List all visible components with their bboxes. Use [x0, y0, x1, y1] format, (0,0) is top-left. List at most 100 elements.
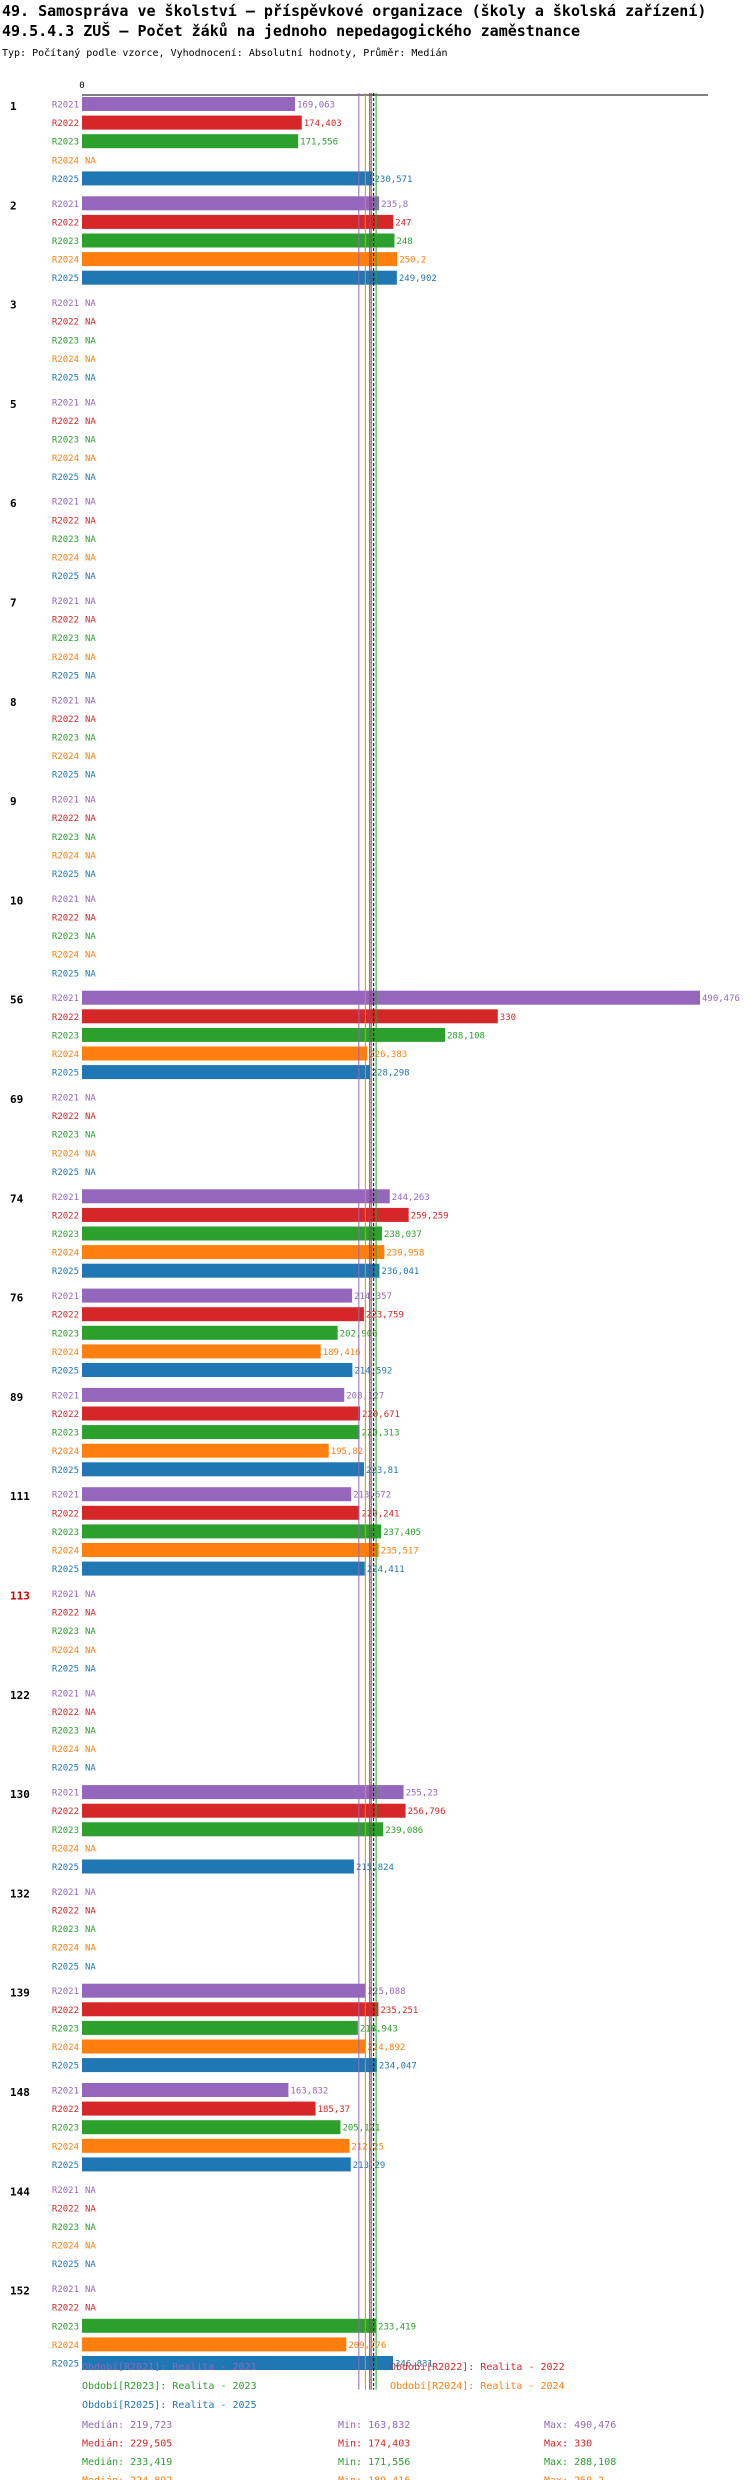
- stat-median: Medián: 233,419: [82, 2456, 172, 2468]
- na-label: NA: [85, 914, 96, 924]
- series-row-label: R2022: [52, 1609, 79, 1619]
- bar: [82, 1027, 446, 1042]
- bar-value-label: 171,556: [300, 138, 338, 148]
- series-row-label: R2022: [52, 1509, 79, 1519]
- series-row-label: R2021: [52, 1094, 79, 1104]
- bar-value-label: 215,824: [356, 1863, 394, 1873]
- series-row-label: R2023: [52, 237, 79, 247]
- na-label: NA: [85, 1590, 96, 1600]
- series-row-label: R2023: [52, 1429, 79, 1439]
- bar-value-label: 236,041: [381, 1267, 419, 1277]
- bar-value-label: 228,298: [372, 1069, 410, 1079]
- na-label: NA: [85, 1112, 96, 1122]
- bar: [82, 2020, 358, 2035]
- na-label: NA: [85, 355, 96, 365]
- series-row-label: R2023: [52, 1727, 79, 1737]
- bar: [82, 1325, 338, 1340]
- series-row-label: R2022: [52, 119, 79, 129]
- series-row-label: R2023: [52, 833, 79, 843]
- stat-min: Min: 174,403: [338, 2439, 410, 2450]
- series-row-label: R2023: [52, 634, 79, 644]
- bar-value-label: 239,958: [386, 1249, 424, 1259]
- na-label: NA: [85, 814, 96, 824]
- bar: [82, 196, 380, 211]
- series-row-label: R2021: [52, 597, 79, 607]
- series-row-label: R2025: [52, 771, 79, 781]
- bar-value-label: 255,23: [406, 1789, 439, 1799]
- na-label: NA: [85, 473, 96, 483]
- series-row-label: R2022: [52, 1807, 79, 1817]
- series-row-label: R2025: [52, 274, 79, 284]
- na-label: NA: [85, 374, 96, 384]
- stat-min: Min: 163,832: [338, 2420, 410, 2431]
- na-label: NA: [85, 653, 96, 663]
- stat-max: Max: 330: [544, 2439, 592, 2450]
- na-label: NA: [85, 634, 96, 644]
- series-row-label: R2022: [52, 2304, 79, 2314]
- group-label: 132: [10, 1887, 30, 1900]
- na-label: NA: [85, 1708, 96, 1718]
- series-row-label: R2021: [52, 696, 79, 706]
- series-row-label: R2021: [52, 1193, 79, 1203]
- group-label: 9: [10, 795, 17, 808]
- bar-value-label: 220,313: [362, 1429, 400, 1439]
- series-row-label: R2021: [52, 1689, 79, 1699]
- bar: [82, 1443, 329, 1458]
- bar-value-label: 250,2: [399, 256, 426, 266]
- na-label: NA: [85, 498, 96, 508]
- bar: [82, 1189, 390, 1204]
- na-label: NA: [85, 1149, 96, 1159]
- group-label: 148: [10, 2086, 30, 2099]
- bar: [82, 2058, 377, 2073]
- bar: [82, 1245, 385, 1260]
- series-row-label: R2025: [52, 1565, 79, 1575]
- series-row-label: R2023: [52, 1131, 79, 1141]
- series-row-label: R2021: [52, 200, 79, 210]
- series-row-label: R2024: [52, 1646, 79, 1656]
- series-row-label: R2021: [52, 895, 79, 905]
- series-row-label: R2023: [52, 1031, 79, 1041]
- series-row-label: R2022: [52, 1112, 79, 1122]
- na-label: NA: [85, 554, 96, 564]
- na-label: NA: [85, 1745, 96, 1755]
- bar: [82, 252, 398, 267]
- series-row-label: R2021: [52, 2087, 79, 2097]
- bar: [82, 1363, 353, 1377]
- series-row-label: R2022: [52, 417, 79, 427]
- na-label: NA: [85, 932, 96, 942]
- series-row-label: R2022: [52, 1410, 79, 1420]
- series-row-label: R2025: [52, 1069, 79, 1079]
- bar: [82, 1207, 409, 1222]
- bar-value-label: 225,088: [368, 1987, 406, 1997]
- bar-value-label: 490,476: [702, 994, 740, 1004]
- stat-max: Max: 288,108: [544, 2457, 616, 2468]
- series-row-label: R2024: [52, 1249, 79, 1259]
- bar: [82, 2318, 377, 2333]
- group-label: 144: [10, 2185, 30, 2198]
- bar-value-label: 220,671: [362, 1410, 400, 1420]
- bar-value-label: 247: [395, 218, 411, 228]
- na-label: NA: [85, 2204, 96, 2214]
- bar-value-label: 224,411: [367, 1565, 405, 1575]
- series-row-label: R2024: [52, 1944, 79, 1954]
- series-row-label: R2025: [52, 2062, 79, 2072]
- bar-value-label: 213,672: [353, 1491, 391, 1501]
- series-row-label: R2025: [52, 1466, 79, 1476]
- series-row-label: R2025: [52, 374, 79, 384]
- series-row-label: R2025: [52, 2161, 79, 2171]
- bar-value-label: 230,571: [375, 175, 413, 185]
- na-label: NA: [85, 796, 96, 806]
- group-label: 2: [10, 199, 17, 212]
- series-row-label: R2023: [52, 1230, 79, 1240]
- bar-value-label: 185,37: [318, 2105, 351, 2115]
- group-label: 69: [10, 1093, 23, 1106]
- na-label: NA: [85, 2242, 96, 2252]
- na-label: NA: [85, 2285, 96, 2295]
- series-row-label: R2023: [52, 2124, 79, 2134]
- group-label: 10: [10, 894, 23, 907]
- series-row-label: R2025: [52, 1962, 79, 1972]
- series-row-label: R2022: [52, 1907, 79, 1917]
- bar: [82, 990, 700, 1005]
- series-row-label: R2022: [52, 914, 79, 924]
